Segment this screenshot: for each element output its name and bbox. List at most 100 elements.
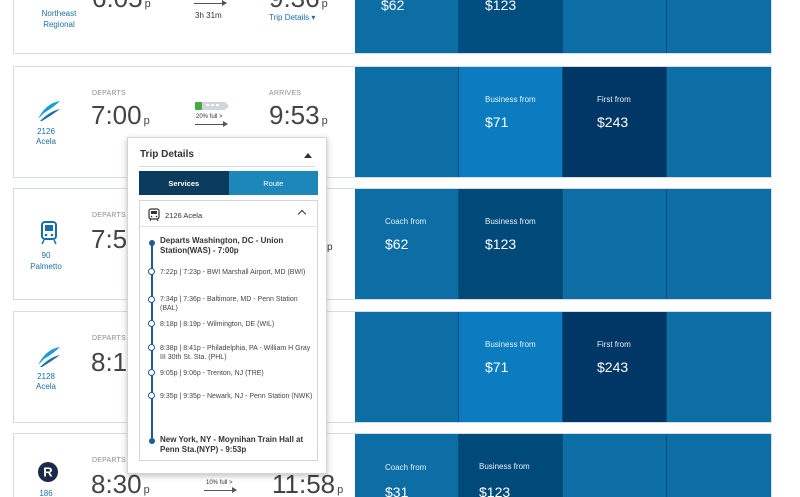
trip-details-link[interactable]: Trip Details ▾ — [269, 13, 316, 22]
arrive-ampm: p — [327, 242, 333, 253]
route-stop: 7:22p | 7:23p - BWI Marshall Airport, MD… — [160, 269, 306, 276]
fare-cells: Business from $71 First from $243 — [355, 67, 771, 177]
route-stop: Departs Washington, DC - Union Station(W… — [160, 236, 284, 255]
trip-details-popover: Trip Details Services Route 2126 Acela D… — [127, 137, 327, 474]
arrive-time: 9:53 p — [269, 100, 328, 130]
fare-cells: Coach from $62 Business from $123 — [355, 189, 771, 299]
fare-cells: Business from $71 First from $243 — [355, 312, 771, 422]
fare-cell-first[interactable]: First from $243 — [563, 67, 667, 177]
route-stop-dot — [148, 392, 155, 399]
fare-cell-business[interactable]: $123 — [459, 0, 563, 53]
popover-tabs: Services Route — [139, 171, 318, 195]
popover-title: Trip Details — [140, 149, 194, 160]
route-stop-dot — [149, 240, 155, 246]
arrive-time: 9:36p — [269, 0, 328, 13]
route-panel: 2126 Acela Departs Washington, DC - Unio… — [139, 200, 318, 461]
fare-label: Coach from — [385, 463, 427, 472]
fare-cell-business[interactable]: Business from $71 — [459, 312, 563, 422]
depart-time: 6:05p — [92, 0, 151, 13]
fare-cell-first[interactable] — [563, 0, 667, 53]
fare-price: $123 — [479, 484, 511, 497]
duration-arrow — [204, 487, 237, 493]
tab-route[interactable]: Route — [228, 171, 318, 195]
fare-price: $243 — [597, 114, 629, 130]
fare-label: Business from — [485, 217, 536, 226]
train-info: 2128 Acela DEPARTS 8:1 — [14, 312, 354, 422]
fare-cell-first[interactable] — [563, 434, 667, 497]
depart-time: 7:5 — [91, 224, 128, 254]
train-name: Northeast Regional — [41, 9, 77, 29]
fare-cell-first[interactable] — [563, 189, 667, 299]
duration-arrow — [194, 0, 227, 6]
fare-cell-extra[interactable] — [667, 0, 771, 53]
train-info: 90 Palmetto DEPARTS 7:5 p — [14, 189, 354, 299]
fare-cell-coach[interactable]: $62 — [355, 0, 459, 53]
train-row[interactable]: 138 Northeast Regional 6:05p 3h 31m 9:36… — [13, 0, 772, 54]
route-stop: 9:05p | 9:06p - Trenton, NJ (TRE) — [160, 370, 264, 377]
route-header[interactable]: 2126 Acela — [148, 208, 202, 222]
train-info: 2126 Acela DEPARTS 7:00 p 20% full > ARRI… — [14, 67, 354, 177]
fare-label: Business from — [479, 462, 530, 471]
departs-label: DEPARTS — [92, 335, 126, 342]
fare-cell-extra[interactable] — [667, 434, 771, 497]
train-row[interactable]: R 186 DEPARTS 8:30 p 10% full > 11:58 p Co… — [13, 433, 772, 497]
acela-wing-icon — [38, 101, 60, 121]
fare-cell-coach[interactable] — [355, 312, 459, 422]
capacity-link[interactable]: 10% full > — [206, 480, 233, 486]
fare-cells: $62 $123 — [355, 0, 771, 53]
train-number: 186 — [39, 489, 53, 497]
arrives-label: ARRIVES — [269, 90, 302, 97]
capacity-link[interactable]: 20% full > — [196, 114, 223, 120]
tab-services[interactable]: Services — [139, 171, 229, 195]
fare-price: $62 — [385, 236, 409, 252]
fare-cell-extra[interactable] — [667, 189, 771, 299]
route-stop: 8:38p | 8:41p - Philadelphia, PA - Willi… — [160, 345, 311, 361]
fare-cell-coach[interactable]: Coach from $31 — [355, 434, 459, 497]
route-stop-dot — [148, 320, 155, 327]
fare-price: $243 — [597, 359, 629, 375]
fare-cell-extra[interactable] — [667, 67, 771, 177]
depart-time: 8:1 — [91, 347, 128, 377]
fare-cell-coach[interactable]: Coach from $62 — [355, 189, 459, 299]
route-line — [151, 242, 153, 438]
depart-time: 7:00 p — [91, 100, 150, 130]
fare-cell-business[interactable]: Business from $123 — [459, 434, 563, 497]
train-name: Acela — [35, 382, 56, 391]
fare-cell-business[interactable]: Business from $123 — [459, 189, 563, 299]
train-number: 2126 — [37, 127, 55, 136]
train-name: Palmetto — [30, 262, 62, 271]
route-stop: 7:34p | 7:36p - Baltimore, MD - Penn Sta… — [160, 296, 298, 312]
fare-price: $71 — [485, 114, 509, 130]
fare-cell-coach[interactable] — [355, 67, 459, 177]
duration: 3h 31m — [195, 11, 222, 20]
departs-label: DEPARTS — [92, 212, 126, 219]
train-info: 138 Northeast Regional 6:05p 3h 31m 9:36… — [14, 0, 354, 53]
fare-price: $123 — [485, 236, 517, 252]
fare-price: $123 — [485, 0, 517, 13]
fare-cell-business[interactable]: Business from $71 — [459, 67, 563, 177]
route-stop-dot — [148, 268, 155, 275]
route-stop-dot — [148, 296, 155, 303]
fare-cells: Coach from $31 Business from $123 — [355, 434, 771, 497]
fare-cell-extra[interactable] — [667, 312, 771, 422]
caret-up-icon[interactable] — [304, 153, 312, 158]
chevron-up-icon[interactable] — [297, 209, 307, 219]
acela-wing-icon — [38, 347, 60, 367]
departs-label: DEPARTS — [92, 90, 126, 97]
departs-label: DEPARTS — [92, 457, 126, 464]
train-number: 90 — [41, 251, 51, 260]
rail-r-logo-icon: R — [38, 462, 58, 482]
route-stop-dot — [148, 369, 155, 376]
fare-label: First from — [597, 95, 631, 104]
fare-cell-first[interactable]: First from $243 — [563, 312, 667, 422]
fare-label: Business from — [485, 340, 536, 349]
caret-down-icon: ▾ — [311, 13, 316, 22]
divider — [139, 166, 315, 167]
fare-label: Business from — [485, 95, 536, 104]
route-stop: New York, NY - Moynihan Train Hall at Pe… — [160, 435, 304, 454]
route-train-name: 2126 Acela — [165, 210, 203, 220]
divider — [140, 226, 317, 227]
fare-price: $62 — [381, 0, 405, 13]
duration-arrow — [195, 121, 228, 127]
train-capacity-icon — [195, 102, 229, 110]
